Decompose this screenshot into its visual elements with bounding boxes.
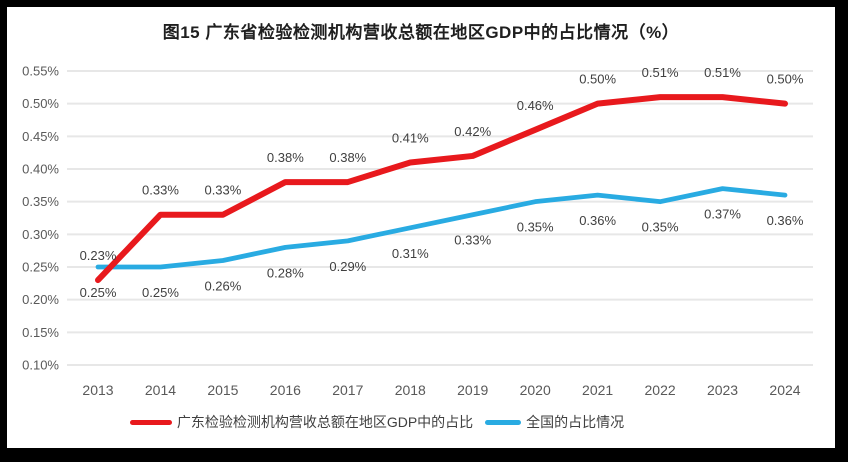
data-label-series-1: 0.29% bbox=[329, 259, 366, 274]
data-label-series-0: 0.38% bbox=[267, 150, 304, 165]
blue-line-swatch bbox=[485, 419, 522, 425]
data-label-series-0: 0.38% bbox=[329, 150, 366, 165]
chart-legend: 广东检验检测机构营收总额在地区GDP中的占比 全国的占比情况 bbox=[7, 412, 835, 432]
y-tick-label: 0.55% bbox=[22, 64, 59, 79]
y-tick-label: 0.10% bbox=[22, 358, 59, 373]
data-label-series-1: 0.37% bbox=[704, 207, 741, 222]
red-line-swatch bbox=[129, 419, 172, 425]
series-line-1 bbox=[95, 186, 788, 270]
x-tick-label: 2017 bbox=[332, 382, 363, 398]
chart-title: 图15 广东省检验检测机构营收总额在地区GDP中的占比情况（%） bbox=[162, 23, 680, 42]
data-label-series-0: 0.50% bbox=[767, 72, 804, 87]
x-tick-label: 2019 bbox=[457, 382, 488, 398]
data-label-series-0: 0.51% bbox=[642, 65, 679, 80]
x-tick-label: 2024 bbox=[769, 382, 800, 398]
y-tick-label: 0.45% bbox=[22, 129, 59, 144]
legend-label-national: 全国的占比情况 bbox=[526, 414, 625, 430]
data-label-series-1: 0.28% bbox=[267, 265, 304, 280]
data-label-series-0: 0.23% bbox=[80, 248, 117, 263]
x-tick-label: 2018 bbox=[395, 382, 426, 398]
data-label-series-1: 0.25% bbox=[80, 285, 117, 300]
x-tick-label: 2013 bbox=[82, 382, 113, 398]
line-chart: 0.55% 0.50% 0.45% 0.40% 0.35% 0.30% 0.25% 0.20%… bbox=[22, 64, 813, 398]
x-tick-label: 2016 bbox=[270, 382, 301, 398]
legend-item-guangdong: 广东检验检测机构营收总额在地区GDP中的占比 bbox=[129, 412, 474, 432]
data-label-series-0: 0.41% bbox=[392, 130, 429, 145]
data-label-series-1: 0.25% bbox=[142, 285, 179, 300]
y-tick-label: 0.40% bbox=[22, 162, 59, 177]
data-label-series-0: 0.42% bbox=[454, 124, 491, 139]
data-label-series-0: 0.46% bbox=[517, 98, 554, 113]
y-tick-label: 0.25% bbox=[22, 260, 59, 275]
x-tick-label: 2014 bbox=[145, 382, 176, 398]
data-label-series-1: 0.35% bbox=[642, 220, 679, 235]
y-tick-label: 0.35% bbox=[22, 194, 59, 209]
data-label-series-1: 0.36% bbox=[579, 213, 616, 228]
x-tick-label: 2020 bbox=[520, 382, 551, 398]
data-label-series-1: 0.35% bbox=[517, 220, 554, 235]
x-tick-label: 2015 bbox=[207, 382, 238, 398]
x-tick-label: 2023 bbox=[707, 382, 738, 398]
y-tick-label: 0.50% bbox=[22, 96, 59, 111]
legend-item-national: 全国的占比情况 bbox=[485, 412, 624, 432]
series-line-0 bbox=[95, 94, 788, 284]
x-tick-label: 2021 bbox=[582, 382, 613, 398]
data-label-series-0: 0.51% bbox=[704, 65, 741, 80]
x-tick-label: 2022 bbox=[645, 382, 676, 398]
y-tick-label: 0.30% bbox=[22, 227, 59, 242]
data-label-series-0: 0.33% bbox=[204, 183, 241, 198]
legend-label-guangdong: 广东检验检测机构营收总额在地区GDP中的占比 bbox=[176, 414, 474, 430]
chart-canvas: 图15 广东省检验检测机构营收总额在地区GDP中的占比情况（%） 0.55% 0.… bbox=[7, 7, 835, 448]
data-label-series-1: 0.36% bbox=[767, 213, 804, 228]
data-label-series-1: 0.26% bbox=[204, 278, 241, 293]
data-label-series-0: 0.33% bbox=[142, 183, 179, 198]
data-label-series-1: 0.33% bbox=[454, 233, 491, 248]
y-tick-label: 0.20% bbox=[22, 292, 59, 307]
data-label-series-1: 0.31% bbox=[392, 246, 429, 261]
y-tick-label: 0.15% bbox=[22, 325, 59, 340]
data-label-series-0: 0.50% bbox=[579, 72, 616, 87]
